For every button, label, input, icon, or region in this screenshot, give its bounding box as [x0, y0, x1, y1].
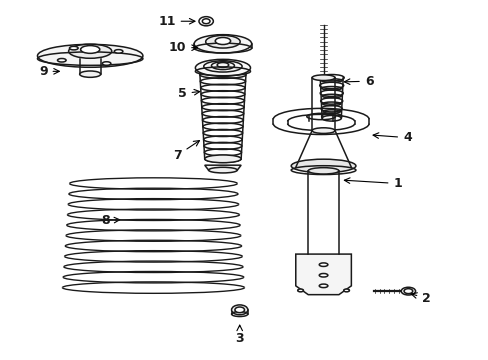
Text: 2: 2 [410, 292, 430, 305]
Ellipse shape [311, 75, 334, 81]
Text: 7: 7 [173, 141, 199, 162]
Ellipse shape [208, 167, 237, 173]
Ellipse shape [322, 116, 341, 121]
Text: 4: 4 [372, 131, 411, 144]
Text: 3: 3 [235, 325, 244, 345]
Ellipse shape [234, 307, 244, 312]
Ellipse shape [80, 71, 101, 77]
Ellipse shape [68, 44, 112, 58]
Polygon shape [295, 254, 351, 294]
Text: 11: 11 [158, 15, 195, 28]
Ellipse shape [307, 168, 338, 174]
Ellipse shape [58, 58, 66, 62]
Ellipse shape [114, 50, 122, 53]
Ellipse shape [205, 35, 240, 48]
Text: 8: 8 [101, 214, 120, 227]
Polygon shape [204, 165, 241, 170]
Ellipse shape [194, 35, 251, 53]
Ellipse shape [69, 46, 78, 50]
Ellipse shape [215, 37, 230, 45]
Ellipse shape [319, 274, 327, 277]
Ellipse shape [403, 289, 412, 294]
Ellipse shape [102, 62, 111, 65]
Ellipse shape [291, 159, 355, 172]
Text: 1: 1 [344, 177, 402, 190]
Ellipse shape [204, 155, 241, 163]
Ellipse shape [195, 59, 250, 76]
Ellipse shape [400, 287, 415, 295]
Ellipse shape [231, 305, 247, 315]
Text: 6: 6 [344, 75, 373, 88]
Ellipse shape [81, 46, 100, 53]
Ellipse shape [202, 19, 209, 24]
Ellipse shape [38, 44, 142, 67]
Ellipse shape [319, 284, 327, 288]
Ellipse shape [297, 289, 303, 292]
Ellipse shape [199, 17, 213, 26]
Text: 10: 10 [168, 41, 197, 54]
Ellipse shape [343, 289, 349, 292]
Text: 9: 9 [39, 65, 59, 78]
Text: 5: 5 [178, 87, 200, 100]
Ellipse shape [319, 263, 327, 266]
Ellipse shape [311, 128, 334, 134]
